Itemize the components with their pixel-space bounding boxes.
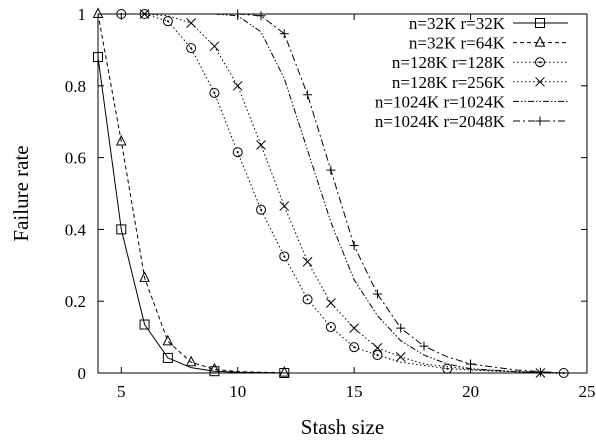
series-marker-3 xyxy=(279,201,290,211)
series-marker-5 xyxy=(303,90,313,100)
series-marker-2-dot xyxy=(190,47,193,50)
series-marker-2-dot xyxy=(213,91,216,94)
series-marker-5 xyxy=(349,241,359,251)
series-marker-2 xyxy=(325,322,336,333)
series-marker-0 xyxy=(162,352,173,363)
series-marker-5 xyxy=(535,367,545,377)
series-marker-3 xyxy=(395,351,406,362)
series-marker-2 xyxy=(349,342,360,353)
series-marker-1 xyxy=(139,271,150,282)
legend-marker-5 xyxy=(535,116,545,126)
series-marker-2-ring xyxy=(186,43,197,54)
series-marker-2-ring xyxy=(349,342,360,353)
series-marker-2 xyxy=(372,350,383,361)
series-marker-2-ring xyxy=(162,16,173,27)
series-marker-3 xyxy=(372,343,383,353)
legend-marker-2-dot xyxy=(539,61,541,64)
x-tick-label: 5 xyxy=(117,382,126,401)
series-marker-1 xyxy=(185,355,197,367)
series-marker-2-dot xyxy=(283,255,286,258)
legend-marker-1 xyxy=(534,35,546,47)
series-marker-3 xyxy=(326,298,336,308)
legend-marker-2 xyxy=(535,57,545,68)
series-line-1 xyxy=(97,13,285,374)
x-tick-label: 20 xyxy=(462,382,479,401)
series-marker-3 xyxy=(302,256,313,267)
series-marker-5 xyxy=(396,323,406,333)
legend-marker-0 xyxy=(535,18,545,28)
series-marker-0 xyxy=(139,319,150,330)
series-marker-1 xyxy=(115,134,127,146)
y-tick-label: 0.6 xyxy=(65,149,86,168)
series-marker-2-ring xyxy=(232,147,243,158)
x-tick-label: 10 xyxy=(229,382,246,401)
series-marker-2-dot xyxy=(329,326,332,329)
series-marker-2 xyxy=(279,251,290,262)
legend-label-0: n=32K r=32K xyxy=(409,14,506,33)
y-tick-label: 0.4 xyxy=(65,220,87,239)
series-0 xyxy=(93,52,290,378)
x-tick-label: 25 xyxy=(579,382,596,401)
y-tick-label: 1 xyxy=(78,5,87,24)
series-marker-1 xyxy=(278,366,290,377)
series-1 xyxy=(92,7,290,377)
series-marker-2-ring xyxy=(209,87,220,98)
series-line-0 xyxy=(97,57,285,374)
series-marker-2-dot xyxy=(166,20,169,23)
series-marker-2-dot xyxy=(376,354,379,357)
series-marker-3 xyxy=(209,41,220,52)
series-marker-2 xyxy=(232,147,243,158)
series-line-4 xyxy=(214,13,564,374)
series-marker-3 xyxy=(186,18,196,28)
series-marker-0 xyxy=(116,224,127,235)
y-tick-label: 0.8 xyxy=(65,77,86,96)
ticks-layer: 5 10 15 20 25 0 0.2 0.4 0.6 0.8 1 xyxy=(65,5,596,401)
series-marker-2 xyxy=(162,16,173,27)
series-marker-3 xyxy=(256,140,266,150)
series-marker-2-ring xyxy=(302,294,313,305)
series-marker-2 xyxy=(256,204,266,215)
plot-frame xyxy=(97,13,588,374)
series-marker-5 xyxy=(419,341,429,351)
series-marker-1 xyxy=(162,334,174,346)
series-marker-5 xyxy=(279,29,289,39)
series-line-3 xyxy=(144,13,541,374)
series-marker-5 xyxy=(372,289,382,299)
series-marker-2-dot xyxy=(236,151,239,154)
series-marker-2-dot xyxy=(260,208,262,211)
series-marker-2-ring xyxy=(325,322,336,333)
y-axis-title: Failure rate xyxy=(9,145,33,241)
x-tick-label: 15 xyxy=(346,382,363,401)
series-layer xyxy=(92,7,569,378)
series-marker-2-dot xyxy=(446,367,449,370)
legend-label-3: n=128K r=256K xyxy=(392,73,506,92)
series-marker-2-dot xyxy=(306,298,309,301)
series-marker-0 xyxy=(209,366,220,377)
y-tick-label: 0 xyxy=(78,364,87,383)
legend-label-1: n=32K r=64K xyxy=(409,34,506,53)
series-5 xyxy=(233,9,564,377)
series-marker-2-dot xyxy=(353,346,356,349)
legend-label-4: n=1024K r=1024K xyxy=(375,92,506,111)
series-marker-2 xyxy=(186,43,197,54)
series-marker-5 xyxy=(256,11,266,21)
series-marker-2 xyxy=(209,87,220,98)
series-4 xyxy=(214,13,564,374)
legend-marker-2-ring xyxy=(535,57,545,68)
x-axis-title: Stash size xyxy=(301,415,384,439)
legend-marker-3 xyxy=(535,76,545,87)
y-tick-label: 0.2 xyxy=(65,292,86,311)
series-marker-3 xyxy=(349,323,359,333)
series-marker-3 xyxy=(232,80,243,91)
legend-label-5: n=1024K r=2048K xyxy=(375,112,506,131)
series-marker-5 xyxy=(326,165,336,175)
series-marker-2-ring xyxy=(279,251,290,262)
series-marker-2-ring xyxy=(256,204,266,215)
series-marker-2-ring xyxy=(372,350,383,361)
legend-label-2: n=128K r=128K xyxy=(392,53,506,72)
series-marker-2 xyxy=(302,294,313,305)
